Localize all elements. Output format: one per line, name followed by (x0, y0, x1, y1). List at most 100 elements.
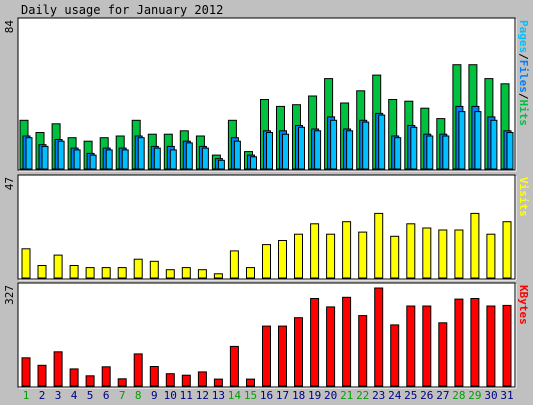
visits-bar-day-undefined (53, 254, 63, 279)
hits-panel: 84 Pages/Files/Hits (3, 17, 530, 172)
day-label-7: 7 (119, 389, 126, 402)
pages-bar-day-21 (346, 130, 354, 170)
pages-bar-day-14 (233, 140, 241, 170)
kbytes-bar-day-undefined (470, 298, 480, 387)
day-label-1: 1 (23, 389, 30, 402)
kbytes-bar-day-undefined (278, 325, 287, 387)
hits-legend: Pages/Files/Hits (517, 20, 530, 126)
pages-bar-day-23 (378, 114, 386, 170)
kbytes-bar-day-undefined (133, 353, 143, 387)
kbytes-bar-day-undefined (53, 351, 63, 387)
day-label-9: 9 (151, 389, 158, 402)
kbytes-bar-day-undefined (246, 378, 255, 387)
pages-bar-day-7 (121, 149, 129, 170)
kbytes-bar-day-undefined (502, 304, 512, 387)
kbytes-bar-day-undefined (21, 357, 31, 387)
pages-bar-day-20 (330, 119, 338, 170)
day-label-21: 21 (340, 389, 353, 402)
day-label-29: 29 (468, 389, 481, 402)
pages-bar-day-16 (266, 132, 273, 170)
kbytes-bar-day-undefined (117, 378, 127, 387)
visits-bar-day-undefined (470, 212, 480, 279)
kbytes-ymax-label: 327 (3, 285, 16, 305)
pages-bar-day-1 (25, 137, 33, 170)
visits-panel: 47 Visits (3, 174, 530, 281)
pages-bar-day-4 (73, 149, 81, 170)
day-label-3: 3 (55, 389, 62, 402)
day-label-6: 6 (103, 389, 110, 402)
pages-bar-day-29 (474, 111, 482, 170)
hits-legend-part-2: Files (517, 60, 530, 93)
visits-bar-day-undefined (21, 248, 31, 279)
kbytes-bar-day-undefined (342, 296, 352, 387)
day-label-10: 10 (164, 389, 177, 402)
chart-title: Daily usage for January 2012 (21, 3, 223, 17)
hits-legend-part-0: Pages (517, 20, 530, 53)
kbytes-bar-day-undefined (374, 287, 384, 387)
visits-bar-day-undefined (85, 267, 95, 279)
day-label-24: 24 (388, 389, 402, 402)
visits-bar-day-undefined (454, 229, 464, 279)
pages-bar-day-2 (41, 145, 49, 170)
pages-bar-day-26 (426, 135, 434, 170)
visits-bar-day-undefined (502, 221, 512, 279)
day-label-19: 19 (308, 389, 321, 402)
pages-bar-day-9 (153, 147, 161, 170)
visits-bar-day-undefined (374, 212, 384, 279)
day-label-20: 20 (324, 389, 337, 402)
visits-ymax-label: 47 (3, 177, 16, 190)
pages-bar-day-27 (442, 135, 450, 170)
kbytes-bar-day-undefined (422, 305, 432, 387)
day-label-25: 25 (404, 389, 417, 402)
pages-bar-day-30 (490, 119, 498, 170)
pages-bar-day-12 (201, 147, 209, 170)
pages-bar-day-25 (410, 126, 418, 170)
visits-legend-part-0: Visits (517, 177, 530, 217)
day-label-14: 14 (228, 389, 242, 402)
day-label-22: 22 (356, 389, 369, 402)
visits-bar-day-undefined (149, 260, 159, 279)
kbytes-bar-day-undefined (486, 305, 496, 387)
kbytes-bar-day-undefined (262, 325, 271, 387)
visits-bar-day-undefined (406, 223, 416, 279)
day-label-13: 13 (212, 389, 225, 402)
day-label-18: 18 (292, 389, 305, 402)
kbytes-legend-part-0: KBytes (517, 285, 530, 325)
visits-bar-day-undefined (197, 269, 207, 279)
pages-bar-day-22 (362, 121, 370, 170)
pages-bar-day-18 (298, 126, 305, 170)
kbytes-bar-day-undefined (101, 366, 111, 387)
visits-bar-day-undefined (422, 227, 432, 279)
pages-bar-day-6 (105, 149, 113, 170)
day-label-15: 15 (244, 389, 257, 402)
visits-bar-day-undefined (37, 265, 47, 279)
pages-bar-day-31 (506, 132, 514, 170)
pages-bar-day-15 (250, 156, 257, 170)
visits-bar-day-undefined (213, 273, 223, 279)
day-label-30: 30 (484, 389, 497, 402)
pages-bar-day-17 (282, 133, 289, 170)
kbytes-bar-day-undefined (326, 306, 336, 387)
pages-bar-day-19 (314, 130, 322, 170)
day-label-12: 12 (196, 389, 209, 402)
hits-legend-part-3: / (517, 93, 530, 100)
pages-bar-day-8 (137, 137, 145, 170)
kbytes-bar-day-undefined (390, 324, 400, 387)
kbytes-bar-day-undefined (85, 375, 95, 387)
kbytes-bar-day-undefined (69, 368, 79, 387)
visits-bar-day-undefined (486, 233, 496, 279)
pages-bar-day-13 (217, 159, 225, 170)
day-label-27: 27 (436, 389, 449, 402)
visits-bar-day-undefined (342, 221, 352, 279)
kbytes-bar-day-undefined (213, 378, 223, 387)
pages-bar-day-5 (89, 154, 97, 170)
visits-bar-day-undefined (117, 267, 127, 279)
visits-bar-day-undefined (229, 250, 239, 279)
day-label-31: 31 (500, 389, 513, 402)
kbytes-panel: 327 KBytes (3, 282, 530, 389)
kbytes-bar-day-undefined (149, 366, 159, 387)
kbytes-bar-day-undefined (197, 371, 207, 387)
visits-legend: Visits (517, 177, 530, 217)
